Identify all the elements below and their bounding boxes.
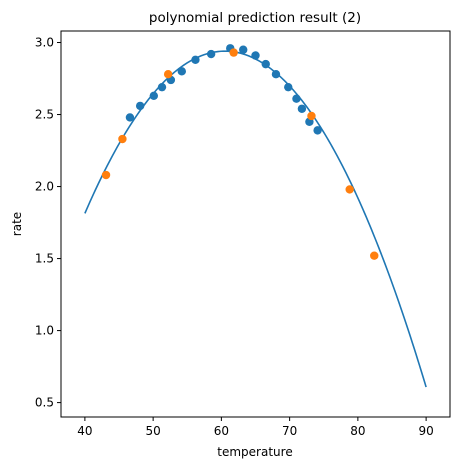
x-tick-label: 70 bbox=[282, 424, 297, 438]
y-tick-label: 2.0 bbox=[35, 180, 54, 194]
series-1-point bbox=[271, 70, 281, 79]
series-1-point bbox=[125, 113, 135, 122]
plot-frame bbox=[60, 30, 451, 418]
y-tick-label: 2.5 bbox=[35, 108, 54, 122]
series-1-point bbox=[284, 82, 293, 92]
series-1-point bbox=[261, 59, 270, 69]
fit-curve-line bbox=[84, 50, 427, 388]
y-axis-label: rate bbox=[10, 212, 24, 236]
series-2-point bbox=[229, 48, 238, 57]
series-2-point bbox=[345, 185, 354, 194]
y-tick-label: 1.5 bbox=[35, 252, 54, 266]
x-tick-label: 90 bbox=[418, 424, 433, 438]
series-1-point bbox=[191, 55, 200, 65]
x-tick-label: 50 bbox=[145, 424, 160, 438]
series-1-point bbox=[177, 67, 186, 76]
series-1-point bbox=[206, 49, 216, 59]
series-1-point bbox=[239, 45, 248, 54]
x-axis: 40 50 60 70 80 90 bbox=[77, 417, 434, 438]
series-2-point bbox=[101, 170, 111, 180]
series-1-point bbox=[313, 126, 322, 135]
series-2-point bbox=[163, 70, 173, 79]
x-tick-label: 60 bbox=[214, 424, 229, 438]
plot-area bbox=[84, 44, 427, 388]
y-tick-label: 1.0 bbox=[35, 324, 54, 338]
series-1-point bbox=[292, 94, 301, 103]
series-2-point bbox=[370, 251, 379, 260]
series-1-point bbox=[157, 82, 167, 92]
x-axis-label: temperature bbox=[217, 445, 292, 459]
series-1-point bbox=[135, 101, 145, 111]
x-tick-label: 80 bbox=[350, 424, 365, 438]
series-1-point bbox=[149, 91, 159, 101]
y-axis: 0.5 1.0 1.5 2.0 2.5 3.0 bbox=[35, 36, 61, 410]
series-1-point bbox=[251, 51, 260, 60]
y-tick-label: 3.0 bbox=[35, 36, 54, 50]
series-2-point bbox=[118, 134, 127, 144]
series-2-point bbox=[307, 111, 316, 121]
y-tick-label: 0.5 bbox=[35, 396, 54, 410]
x-tick-label: 40 bbox=[77, 424, 92, 438]
series-1-point bbox=[297, 104, 307, 113]
chart-title: polynomial prediction result (2) bbox=[149, 10, 361, 26]
